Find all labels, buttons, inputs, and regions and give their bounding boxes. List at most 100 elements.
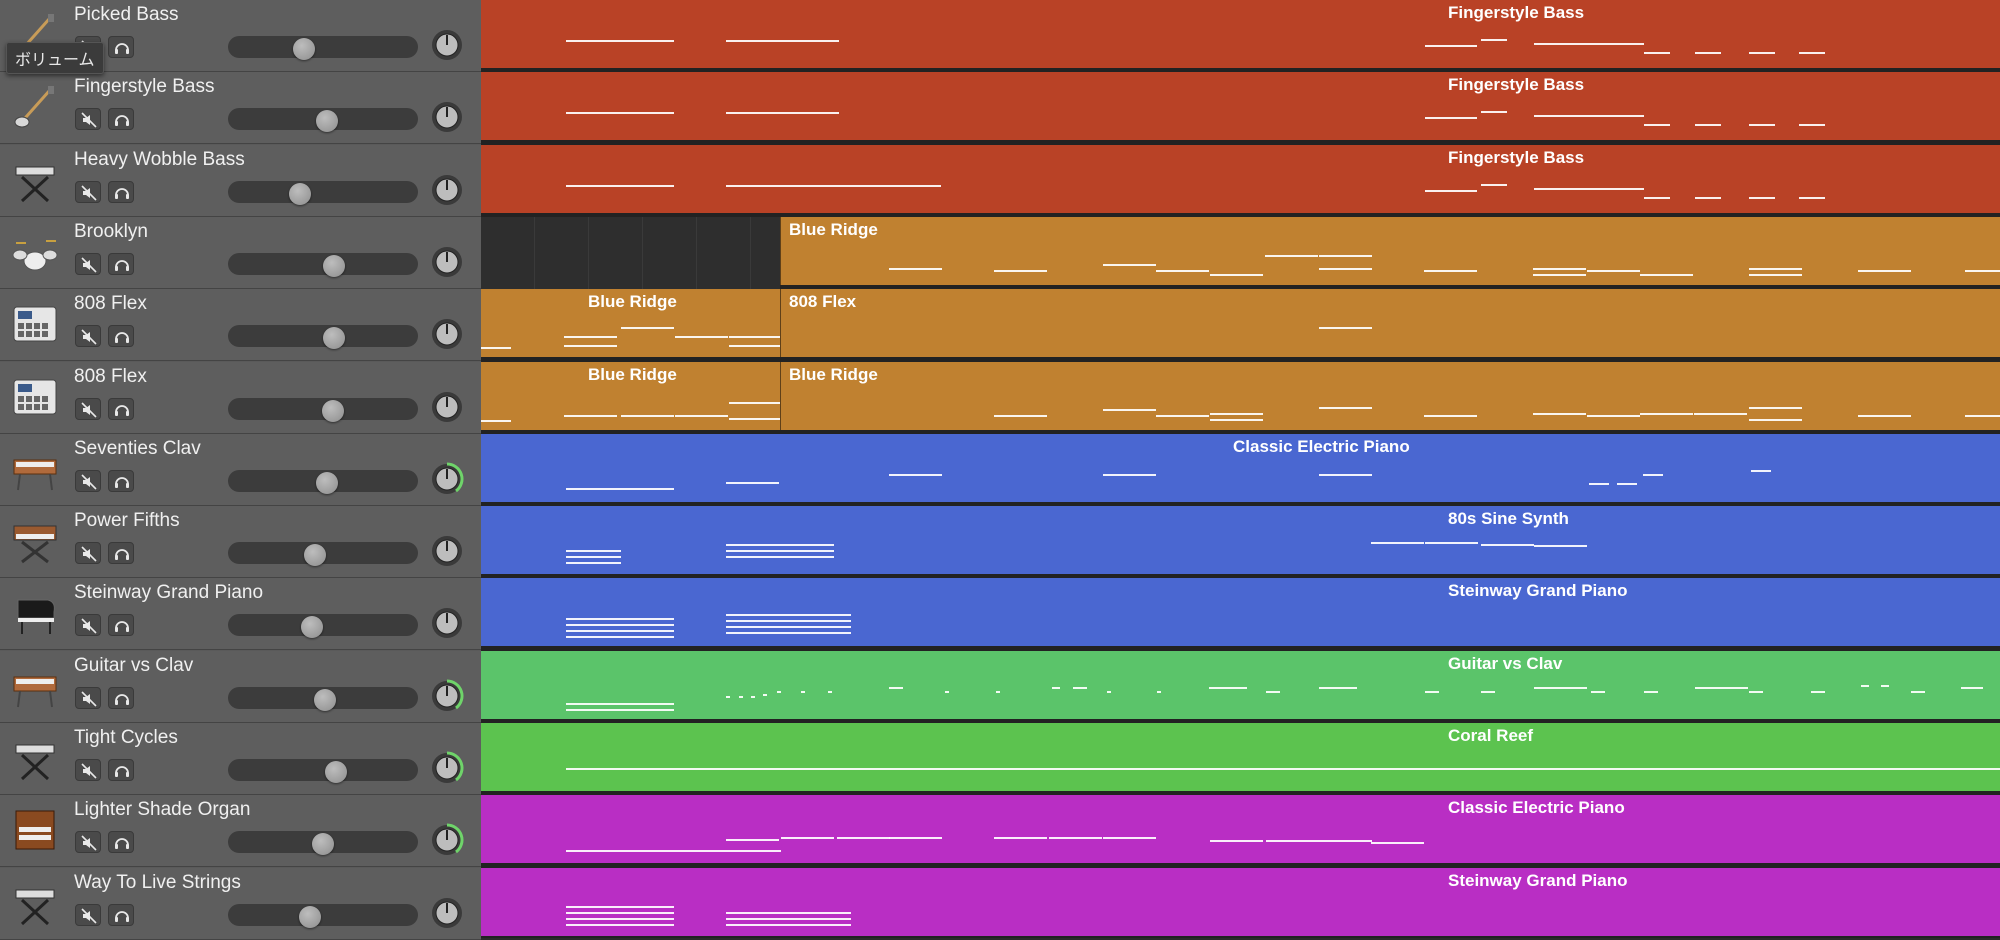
solo-button[interactable] — [108, 759, 134, 781]
track-region[interactable]: Guitar vs Clav — [481, 651, 2000, 719]
volume-slider-knob[interactable] — [323, 255, 345, 277]
track-region[interactable]: Steinway Grand Piano — [481, 868, 2000, 936]
solo-button[interactable] — [108, 108, 134, 130]
pan-knob[interactable] — [430, 173, 464, 207]
pan-knob[interactable] — [430, 896, 464, 930]
pan-knob[interactable] — [430, 823, 464, 857]
mute-button[interactable] — [75, 108, 101, 130]
mute-button[interactable] — [75, 904, 101, 926]
pan-knob[interactable] — [430, 390, 464, 424]
track-header[interactable]: Guitar vs Clav — [0, 651, 481, 723]
volume-slider-knob[interactable] — [301, 616, 323, 638]
pan-knob[interactable] — [430, 462, 464, 496]
track-header[interactable]: Way To Live Strings — [0, 868, 481, 940]
mute-button[interactable] — [75, 542, 101, 564]
track-header[interactable]: Lighter Shade Organ — [0, 795, 481, 867]
volume-slider-knob[interactable] — [304, 544, 326, 566]
volume-slider[interactable] — [228, 181, 418, 203]
track-header[interactable]: Fingerstyle Bass — [0, 72, 481, 144]
solo-button[interactable] — [108, 542, 134, 564]
volume-slider[interactable] — [228, 614, 418, 636]
midi-note — [1534, 687, 1587, 689]
track-region[interactable]: Blue Ridge — [481, 289, 780, 357]
bass-guitar-icon — [10, 82, 66, 138]
midi-note — [726, 112, 839, 114]
volume-slider-knob[interactable] — [316, 110, 338, 132]
solo-button[interactable] — [108, 614, 134, 636]
midi-note — [1965, 270, 2000, 272]
track-region[interactable]: Classic Electric Piano — [481, 795, 2000, 863]
volume-slider[interactable] — [228, 759, 418, 781]
mute-button[interactable] — [75, 687, 101, 709]
track-header[interactable]: 808 Flex — [0, 362, 481, 434]
track-region[interactable]: Steinway Grand Piano — [481, 578, 2000, 646]
solo-button[interactable] — [108, 470, 134, 492]
midi-note — [889, 474, 942, 476]
volume-slider-knob[interactable] — [312, 833, 334, 855]
track-header[interactable]: Tight Cycles — [0, 723, 481, 795]
midi-note — [1371, 842, 1424, 844]
mute-button[interactable] — [75, 759, 101, 781]
region-name: Fingerstyle Bass — [1448, 3, 1585, 22]
mute-button[interactable] — [75, 325, 101, 347]
pan-knob[interactable] — [430, 751, 464, 785]
mute-button[interactable] — [75, 831, 101, 853]
track-lane: Coral Reef — [481, 723, 2000, 795]
volume-slider-knob[interactable] — [325, 761, 347, 783]
mute-button[interactable] — [75, 470, 101, 492]
track-region[interactable]: Blue Ridge — [481, 362, 780, 430]
volume-slider-knob[interactable] — [299, 906, 321, 928]
track-header[interactable]: Seventies Clav — [0, 434, 481, 506]
track-region[interactable]: Fingerstyle Bass — [481, 145, 2000, 213]
mute-button[interactable] — [75, 398, 101, 420]
pan-knob[interactable] — [430, 534, 464, 568]
volume-slider-knob[interactable] — [314, 689, 336, 711]
track-region[interactable]: Fingerstyle Bass — [481, 0, 2000, 68]
track-region[interactable]: Classic Electric Piano — [481, 434, 2000, 502]
volume-slider-knob[interactable] — [293, 38, 315, 60]
track-region[interactable]: Coral Reef — [481, 723, 2000, 791]
track-region[interactable]: 80s Sine Synth — [481, 506, 2000, 574]
track-header[interactable]: Power Fifths — [0, 506, 481, 578]
track-header[interactable]: Steinway Grand Piano — [0, 578, 481, 650]
solo-button[interactable] — [108, 687, 134, 709]
track-header[interactable]: 808 Flex — [0, 289, 481, 361]
volume-slider[interactable] — [228, 36, 418, 58]
track-region[interactable]: Blue Ridge — [780, 217, 2000, 285]
organ-icon — [10, 805, 66, 861]
track-region[interactable]: 808 Flex — [780, 289, 2000, 357]
mute-button[interactable] — [75, 253, 101, 275]
pan-knob[interactable] — [430, 245, 464, 279]
pan-knob[interactable] — [430, 28, 464, 62]
track-header[interactable]: Heavy Wobble Bass — [0, 145, 481, 217]
midi-note — [726, 626, 851, 628]
midi-note — [729, 345, 780, 347]
solo-button[interactable] — [108, 253, 134, 275]
solo-button[interactable] — [108, 398, 134, 420]
pan-knob[interactable] — [430, 100, 464, 134]
solo-button[interactable] — [108, 36, 134, 58]
solo-button[interactable] — [108, 181, 134, 203]
track-region[interactable]: Blue Ridge — [780, 362, 2000, 430]
region-name: Fingerstyle Bass — [1448, 148, 1585, 167]
mute-button[interactable] — [75, 614, 101, 636]
volume-slider[interactable] — [228, 904, 418, 926]
track-header[interactable]: Brooklyn — [0, 217, 481, 289]
solo-button[interactable] — [108, 904, 134, 926]
solo-button[interactable] — [108, 325, 134, 347]
mute-button[interactable] — [75, 181, 101, 203]
midi-note — [726, 839, 779, 841]
midi-note — [739, 696, 743, 698]
volume-slider-knob[interactable] — [323, 327, 345, 349]
midi-note — [675, 336, 728, 338]
volume-slider-knob[interactable] — [289, 183, 311, 205]
pan-knob[interactable] — [430, 679, 464, 713]
volume-slider-knob[interactable] — [316, 472, 338, 494]
midi-note — [1210, 840, 1263, 842]
track-region[interactable]: Fingerstyle Bass — [481, 72, 2000, 140]
midi-note — [1319, 327, 1372, 329]
solo-button[interactable] — [108, 831, 134, 853]
volume-slider-knob[interactable] — [322, 400, 344, 422]
pan-knob[interactable] — [430, 606, 464, 640]
pan-knob[interactable] — [430, 317, 464, 351]
